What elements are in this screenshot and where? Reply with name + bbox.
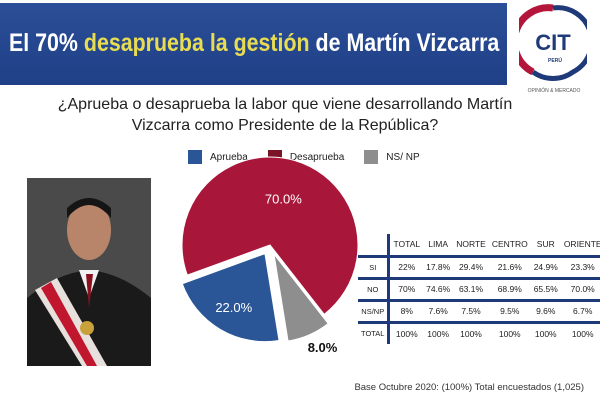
pie-chart: 70.0% 8.0% 22.0% — [181, 156, 359, 355]
svg-text:PERÚ: PERÚ — [548, 57, 562, 64]
table-cell: 68.9% — [488, 276, 531, 300]
pie-slice-aprueba — [181, 252, 280, 343]
row-label: TOTAL — [358, 320, 391, 344]
column-header: TOTAL — [393, 239, 421, 250]
pie-data-label: 70.0% — [265, 191, 302, 206]
column-header: NORTE — [456, 239, 486, 250]
row-label: NO — [358, 276, 391, 300]
survey-question: ¿Aprueba o desaprueba la labor que viene… — [57, 96, 513, 134]
cit-logo: CIT PERÚ — [519, 4, 587, 81]
president-photo — [27, 178, 151, 366]
table-row: SI 22% 17.8% 29.4% 21.6% 24.9% 23.3% — [358, 254, 600, 278]
table-cell: 21.6% — [488, 254, 531, 278]
table-cell: 23.3% — [560, 254, 600, 278]
table-cell: 100% — [560, 320, 600, 344]
column-header: ORIENTE — [563, 239, 600, 250]
row-label: NS/NP — [358, 298, 391, 322]
table-cell: 7.5% — [453, 298, 489, 322]
table-cell: 70% — [388, 276, 424, 300]
table-row: TOTAL 100% 100% 100% 100% 100% 100% — [358, 320, 600, 344]
row-label: SI — [358, 254, 391, 278]
table-cell: 29.4% — [453, 254, 489, 278]
column-header: SUR — [536, 239, 555, 250]
table-row: NS/NP 8% 7.6% 7.5% 9.5% 9.6% 6.7% — [358, 298, 600, 322]
pie-data-label: 22.0% — [215, 300, 252, 315]
table-cell: 100% — [488, 320, 531, 344]
column-header: CENTRO — [491, 239, 528, 250]
title-text: El 70% desaprueba la gestión de Martín V… — [9, 29, 500, 57]
table-cell: 100% — [453, 320, 489, 344]
column-header: LIMA — [428, 239, 449, 250]
table-cell: 9.6% — [530, 298, 561, 322]
table-cell: 7.6% — [423, 298, 454, 322]
title-banner: El 70% desaprueba la gestión de Martín V… — [0, 3, 507, 85]
table-cell: 6.7% — [560, 298, 600, 322]
table-cell: 74.6% — [423, 276, 454, 300]
table-cell: 8% — [388, 298, 424, 322]
pie-slice-nsnp — [273, 253, 329, 342]
table-header-row: TOTAL LIMA NORTE CENTRO SUR ORIENTE — [358, 234, 600, 256]
svg-text:CIT: CIT — [535, 30, 571, 55]
table-cell: 9.5% — [488, 298, 531, 322]
legend-item: Aprueba — [188, 150, 248, 164]
table-cell: 22% — [388, 254, 424, 278]
table-cell: 100% — [423, 320, 454, 344]
table-cell: 65.5% — [530, 276, 561, 300]
logo-tagline: OPINIÓN & MERCADO — [527, 88, 581, 94]
pie-slice-desaprueba — [181, 156, 359, 316]
table-cell: 17.8% — [423, 254, 454, 278]
table-cell: 70.0% — [560, 276, 600, 300]
table-cell: 63.1% — [453, 276, 489, 300]
survey-base-note: Base Octubre 2020: (100%) Total encuesta… — [354, 382, 584, 393]
pie-data-label: 8.0% — [308, 340, 338, 355]
table-cell: 100% — [530, 320, 561, 344]
table-row: NO 70% 74.6% 63.1% 68.9% 65.5% 70.0% — [358, 276, 600, 300]
legend-item: NS/ NP — [364, 150, 420, 164]
table-cell: 24.9% — [530, 254, 561, 278]
results-table: TOTAL LIMA NORTE CENTRO SUR ORIENTE SI 22% 17.8… — [358, 234, 600, 344]
table-cell: 100% — [388, 320, 424, 344]
